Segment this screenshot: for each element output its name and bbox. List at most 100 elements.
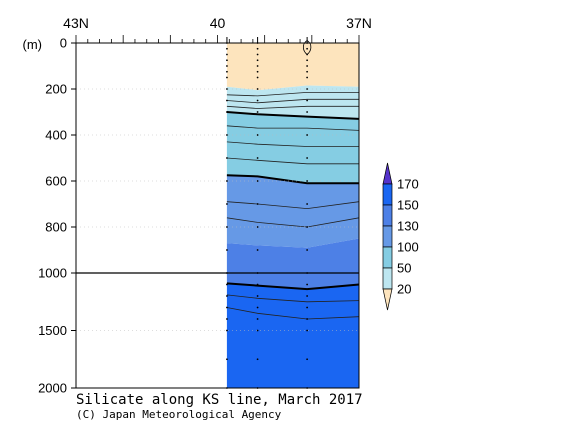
station-sample-0 <box>226 203 228 205</box>
depth-tick-label-600: 600 <box>45 174 67 189</box>
station-sample-0 <box>226 157 228 159</box>
station-sample-1 <box>256 329 259 332</box>
station-sample-0 <box>226 226 228 228</box>
contour-thin-3 <box>226 125 360 131</box>
colorbar-label-170: 170 <box>397 177 419 192</box>
contour-thin-0 <box>226 92 359 97</box>
station-sample-2 <box>306 329 309 332</box>
station-sample-1 <box>256 70 259 73</box>
depth-ticks: 0 200 400 600 800 1000 1500 2000 <box>38 36 76 396</box>
station-sample-2 <box>306 99 309 102</box>
depth-tick-label-200: 200 <box>45 82 67 97</box>
station-sample-2 <box>306 249 309 251</box>
station-sample-1 <box>256 226 259 228</box>
station-sample-2 <box>306 157 309 159</box>
contour-thin-9 <box>226 307 360 320</box>
station-sample-0 <box>226 306 228 309</box>
contour-thin-7 <box>226 217 360 228</box>
station-sample-0 <box>226 283 228 286</box>
band-20-50 <box>226 85 359 119</box>
station-sample-2 <box>306 134 309 136</box>
concentration-bands <box>226 43 359 388</box>
station-sample-2 <box>306 47 309 50</box>
contour-thick-0 <box>226 111 360 120</box>
depth-tick-label-0: 0 <box>60 36 67 51</box>
station-sample-1 <box>256 180 259 182</box>
lat-tick-label-40: 40 <box>210 15 226 31</box>
station-sample-0 <box>226 249 228 251</box>
station-sample-2 <box>306 180 309 182</box>
colorbar-min-triangle <box>382 288 393 311</box>
depth-tick-label-400: 400 <box>45 128 67 143</box>
station-sample-1 <box>256 53 259 56</box>
colorbar-label-50: 50 <box>397 261 411 276</box>
station-sample-1 <box>256 358 259 361</box>
colorbar-segment-0 <box>382 183 393 206</box>
colorbar-label-150: 150 <box>397 198 419 213</box>
contour-thick-1 <box>226 174 359 185</box>
band-150-170 <box>226 283 359 388</box>
chart-title: Silicate along KS line, March 2017 <box>76 392 363 408</box>
station-sample-1 <box>256 134 259 136</box>
depth-tick-label-1500: 1500 <box>38 323 67 338</box>
colorbar-segment-4 <box>382 267 393 290</box>
colorbar-label-100: 100 <box>397 240 419 255</box>
station-sample-2 <box>306 88 309 90</box>
station-sample-2 <box>306 111 309 113</box>
station-sample-0 <box>226 76 228 79</box>
station-sample-0 <box>226 358 228 361</box>
depth-unit-label: (m) <box>23 37 43 52</box>
station-sample-1 <box>256 59 259 62</box>
depth-tick-label-1000: 1000 <box>38 266 67 281</box>
station-sample-1 <box>256 65 259 67</box>
station-sample-1 <box>256 295 259 297</box>
station-sample-0 <box>226 295 228 297</box>
station-sample-2 <box>306 76 309 79</box>
colorbar-label-130: 130 <box>397 219 419 234</box>
colorbar-legend: 170 150 130 100 50 20 <box>382 162 419 311</box>
station-sample-1 <box>256 111 259 113</box>
colorbar-segment-3 <box>382 246 393 269</box>
contour-thin-1 <box>226 98 359 104</box>
band-100-130 <box>226 175 359 248</box>
station-sample-0 <box>226 318 228 320</box>
latitude-ticks: 43N 40 37N <box>63 15 372 31</box>
plot-frame <box>75 35 360 389</box>
station-sample-2 <box>306 70 309 73</box>
station-sample-1 <box>256 88 259 90</box>
station-sample-1 <box>256 306 259 309</box>
depth-tick-label-2000: 2000 <box>38 381 67 396</box>
station-sample-1 <box>256 203 259 205</box>
contour-lines <box>226 39 360 320</box>
contour-thin-2 <box>226 105 359 109</box>
band-50-100 <box>226 112 359 184</box>
contour-thin-4 <box>226 141 359 147</box>
station-sample-1 <box>256 47 259 50</box>
station-sample-0 <box>226 180 228 182</box>
station-sample-2 <box>306 283 309 286</box>
station-sample-2 <box>306 306 309 309</box>
depth-gridlines <box>76 88 359 331</box>
credit-line: (C) Japan Meteorological Agency <box>76 408 282 421</box>
station-sample-0 <box>226 47 228 50</box>
station-sample-0 <box>226 53 228 56</box>
station-sample-1 <box>256 99 259 102</box>
station-sample-2 <box>306 318 309 320</box>
colorbar-segment-2 <box>382 225 393 248</box>
station-sample-0 <box>226 88 228 90</box>
colorbar-max-triangle <box>382 162 393 185</box>
lat-tick-label-37: 37N <box>346 15 372 31</box>
station-sample-1 <box>256 76 259 79</box>
contour-thin-8 <box>226 294 360 303</box>
station-sample-2 <box>306 53 309 56</box>
station-sample-0 <box>226 59 228 62</box>
station-sample-1 <box>256 318 259 320</box>
band-<20 <box>226 43 359 91</box>
station-sample-0 <box>226 70 228 73</box>
station-sample-2 <box>306 65 309 67</box>
station-sample-1 <box>256 283 259 286</box>
station-sample-0 <box>226 111 228 113</box>
depth-tick-label-800: 800 <box>45 220 67 235</box>
contour-thin-6 <box>226 201 360 210</box>
